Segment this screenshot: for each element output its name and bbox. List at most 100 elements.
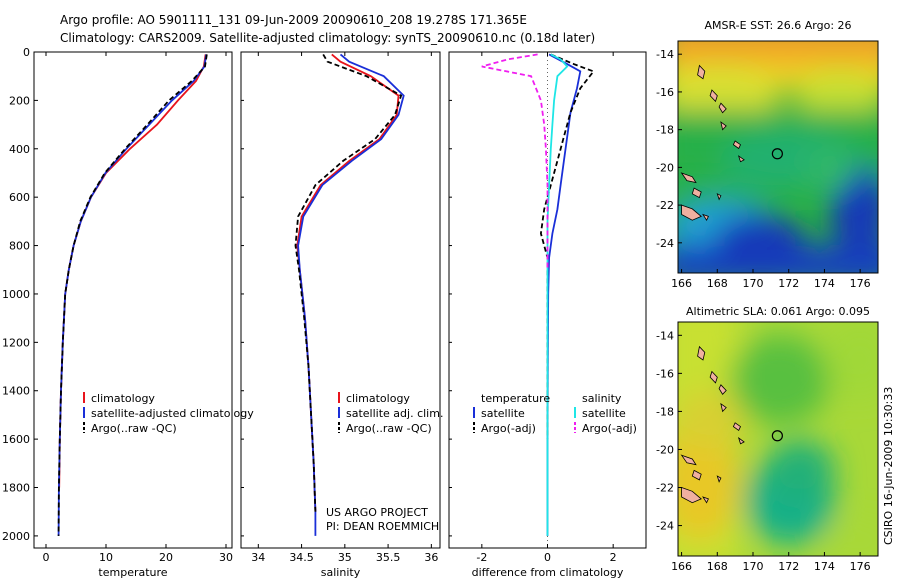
map-y-tick-label: -18: [656, 124, 674, 137]
map-x-tick-label: 174: [814, 277, 835, 290]
sla-map-title: Altimetric SLA: 0.061 Argo: 0.095: [686, 305, 870, 318]
temperature-y-tick-label: 200: [9, 94, 30, 107]
map-x-tick-label: 176: [850, 560, 871, 573]
legend-temp-satellite: satellite: [481, 407, 525, 420]
legend-temperature-title: temperature: [481, 392, 550, 405]
map-x-tick-label: 170: [743, 277, 764, 290]
island-shape: [680, 172, 697, 184]
temperature-axes-frame: [33, 51, 233, 549]
map-y-tick-label: -16: [656, 367, 674, 380]
legend-salinity-title: salinity: [582, 392, 622, 405]
map-y-tick-label: -22: [656, 199, 674, 212]
temperature-x-label: temperature: [98, 566, 167, 579]
salinity-panel: 34 34.5 35 35.5 36 salinity climatology satelli…: [240, 51, 443, 579]
difference-series-3: [481, 53, 549, 270]
salinity-legend-entry: climatology: [346, 392, 410, 405]
sla-map: Altimetric SLA: 0.061 Argo: 0.095 166 168…: [656, 305, 879, 573]
sst-argo-marker: [771, 148, 783, 160]
island-shape: [697, 345, 706, 361]
island-shape: [732, 422, 742, 432]
salinity-x-tick-label: 34: [251, 551, 265, 564]
map-y-tick-label: -24: [656, 520, 674, 533]
map-x-tick-label: 176: [850, 277, 871, 290]
island-shape: [737, 436, 745, 445]
island-shape: [718, 384, 727, 395]
island-shape: [709, 89, 718, 103]
sst-map-field: [678, 41, 878, 273]
difference-panel: -2 0 2 difference from climatology temperatu…: [448, 51, 647, 579]
temperature-legend-entry: satellite-adjusted climatology: [91, 407, 254, 420]
salinity-legend-entry: Argo(..raw -QC): [346, 422, 432, 435]
salinity-axes-frame: [240, 51, 441, 549]
temperature-panel: 0 10 20 30 0 200 400 600 800 1000 1200 1400 1600 1800…: [2, 46, 254, 579]
legend-temp-argo: Argo(-adj): [481, 422, 536, 435]
island-shape: [709, 370, 718, 384]
salinity-x-tick-label: 34.5: [289, 551, 314, 564]
map-y-tick-label: -18: [656, 405, 674, 418]
header-line-2: Climatology: CARS2009. Satellite-adjuste…: [60, 31, 595, 45]
sst-islands: [680, 64, 745, 222]
island-shape: [702, 496, 709, 504]
map-y-tick-label: -24: [656, 237, 674, 250]
difference-x-tick-label: -2: [476, 551, 487, 564]
temperature-series-2: [57, 54, 208, 536]
island-shape: [691, 187, 702, 199]
map-x-tick-label: 170: [743, 560, 764, 573]
salinity-x-label: salinity: [321, 566, 361, 579]
island-shape: [716, 475, 722, 483]
island-shape: [737, 155, 745, 163]
difference-x-tick-label: 0: [544, 551, 551, 564]
temperature-x-tick-label: 20: [159, 551, 173, 564]
salinity-x-tick-label: 36: [424, 551, 438, 564]
temperature-y-tick-label: 1000: [2, 288, 30, 301]
island-shape: [697, 64, 706, 80]
island-shape: [720, 402, 727, 413]
difference-series-2: [546, 53, 569, 536]
difference-x-label: difference from climatology: [472, 566, 624, 579]
temperature-y-tick-label: 2000: [2, 530, 30, 543]
temperature-y-tick-label: 800: [9, 240, 30, 253]
island-shape: [681, 204, 702, 221]
temperature-x-tick-label: 0: [43, 551, 50, 564]
island-shape: [691, 469, 702, 481]
temperature-y-tick-label: 1400: [2, 385, 30, 398]
sla-map-field: [678, 322, 878, 556]
temperature-x-tick-label: 30: [219, 551, 233, 564]
sst-map-title: AMSR-E SST: 26.6 Argo: 26: [704, 19, 851, 32]
legend-sal-satellite: satellite: [582, 407, 626, 420]
sla-argo-marker: [771, 430, 783, 442]
project-label: US ARGO PROJECT: [326, 506, 428, 519]
temperature-y-tick-label: 600: [9, 191, 30, 204]
map-y-tick-label: -20: [656, 161, 674, 174]
island-shape: [680, 454, 697, 466]
map-y-tick-label: -20: [656, 443, 674, 456]
island-shape: [716, 192, 722, 201]
temperature-y-tick-label: 400: [9, 143, 30, 156]
salinity-x-tick-label: 35.5: [376, 551, 401, 564]
header-line-1: Argo profile: AO 5901111_131 09-Jun-2009…: [60, 13, 527, 27]
sla-islands: [680, 345, 745, 504]
map-x-tick-label: 168: [707, 277, 728, 290]
timestamp-label: CSIRO 16-Jun-2009 10:30:33: [882, 386, 895, 545]
island-shape: [718, 102, 727, 114]
map-y-tick-label: -16: [656, 86, 674, 99]
pi-label: PI: DEAN ROEMMICH: [326, 520, 439, 533]
salinity-x-tick-label: 35: [338, 551, 352, 564]
temperature-y-tick-label: 1200: [2, 336, 30, 349]
temperature-legend-entry: climatology: [91, 392, 155, 405]
map-x-tick-label: 168: [707, 560, 728, 573]
temperature-y-tick-label: 0: [23, 46, 30, 59]
sst-map: AMSR-E SST: 26.6 Argo: 26 166 168 170 172 17…: [656, 19, 879, 290]
island-shape: [702, 213, 709, 222]
map-x-tick-label: 166: [671, 277, 692, 290]
temperature-x-tick-label: 10: [99, 551, 113, 564]
difference-x-tick-label: 2: [610, 551, 617, 564]
island-shape: [720, 121, 727, 131]
map-y-tick-label: -14: [656, 48, 674, 61]
island-shape: [732, 140, 742, 150]
map-y-tick-label: -14: [656, 329, 674, 342]
salinity-series-2: [294, 53, 403, 512]
temperature-y-tick-label: 1600: [2, 433, 30, 446]
map-y-tick-label: -22: [656, 482, 674, 495]
